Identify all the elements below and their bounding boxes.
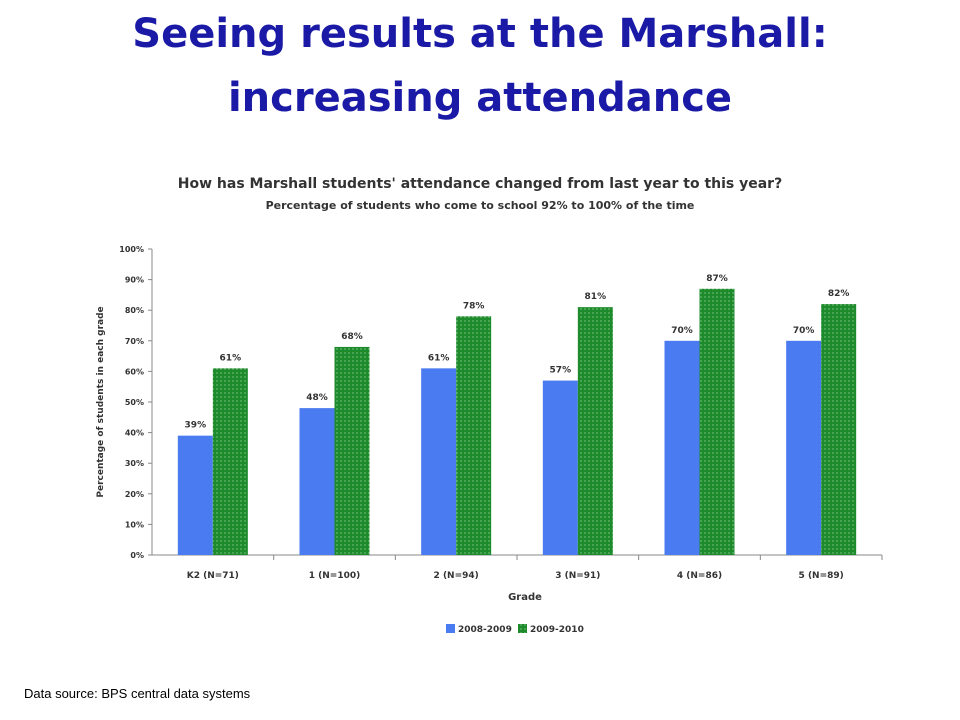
bar-value-label: 82% xyxy=(828,289,850,299)
bar-value-label: 39% xyxy=(185,421,207,431)
x-tick-label: 4 (N=86) xyxy=(677,571,722,581)
slide-title-line2: increasing attendance xyxy=(227,75,733,121)
bar-2008-2009 xyxy=(177,435,213,555)
y-axis-label: Percentage of students in each grade xyxy=(96,306,106,497)
bar-2009-2010 xyxy=(334,346,370,555)
legend-entry: 2009-2010 xyxy=(530,625,584,635)
y-tick-label: 100% xyxy=(119,245,144,254)
y-tick-label: 0% xyxy=(130,551,144,560)
bar-2008-2009 xyxy=(421,368,457,555)
x-tick-label: 2 (N=94) xyxy=(434,571,479,581)
y-tick-label: 50% xyxy=(125,398,144,407)
y-tick-label: 90% xyxy=(125,276,144,285)
chart-title: How has Marshall students' attendance ch… xyxy=(177,176,783,192)
slide-title: Seeing results at the Marshall: increasi… xyxy=(0,2,960,130)
bar-value-label: 61% xyxy=(428,353,450,363)
chart-subtitle: Percentage of students who come to schoo… xyxy=(265,199,695,212)
bar-2009-2010 xyxy=(577,307,613,555)
y-tick-label: 80% xyxy=(125,306,144,315)
bar-2008-2009 xyxy=(299,408,335,555)
x-tick-label: 1 (N=100) xyxy=(309,571,360,581)
y-tick-label: 40% xyxy=(125,429,144,438)
x-axis-label: Grade xyxy=(508,592,542,603)
legend-entry: 2008-2009 xyxy=(458,625,512,635)
bar-2009-2010 xyxy=(212,368,248,555)
bar-value-label: 87% xyxy=(706,274,728,284)
bar-value-label: 48% xyxy=(306,393,328,403)
bar-2008-2009 xyxy=(542,380,578,555)
bar-value-label: 68% xyxy=(341,332,363,342)
data-source-note: Data source: BPS central data systems xyxy=(24,686,251,701)
x-tick-label: 3 (N=91) xyxy=(555,571,600,581)
legend-swatch xyxy=(446,624,455,633)
bar-2009-2010 xyxy=(821,304,857,555)
bar-value-label: 78% xyxy=(463,301,485,311)
slide-title-line1: Seeing results at the Marshall: xyxy=(132,11,828,57)
y-tick-label: 30% xyxy=(125,459,144,468)
bar-value-label: 57% xyxy=(550,366,572,376)
bar-value-label: 81% xyxy=(585,292,607,302)
bar-2008-2009 xyxy=(786,340,822,555)
bar-2009-2010 xyxy=(699,288,735,555)
y-tick-label: 20% xyxy=(125,490,144,499)
x-tick-label: K2 (N=71) xyxy=(187,571,239,581)
bar-2009-2010 xyxy=(456,316,492,555)
bar-value-label: 70% xyxy=(793,326,815,336)
y-tick-label: 70% xyxy=(125,337,144,346)
y-tick-label: 60% xyxy=(125,367,144,376)
legend-swatch xyxy=(518,624,527,633)
bar-value-label: 61% xyxy=(220,353,242,363)
bar-2008-2009 xyxy=(664,340,700,555)
y-tick-label: 10% xyxy=(125,520,144,529)
bar-value-label: 70% xyxy=(671,326,693,336)
x-tick-label: 5 (N=89) xyxy=(799,571,844,581)
